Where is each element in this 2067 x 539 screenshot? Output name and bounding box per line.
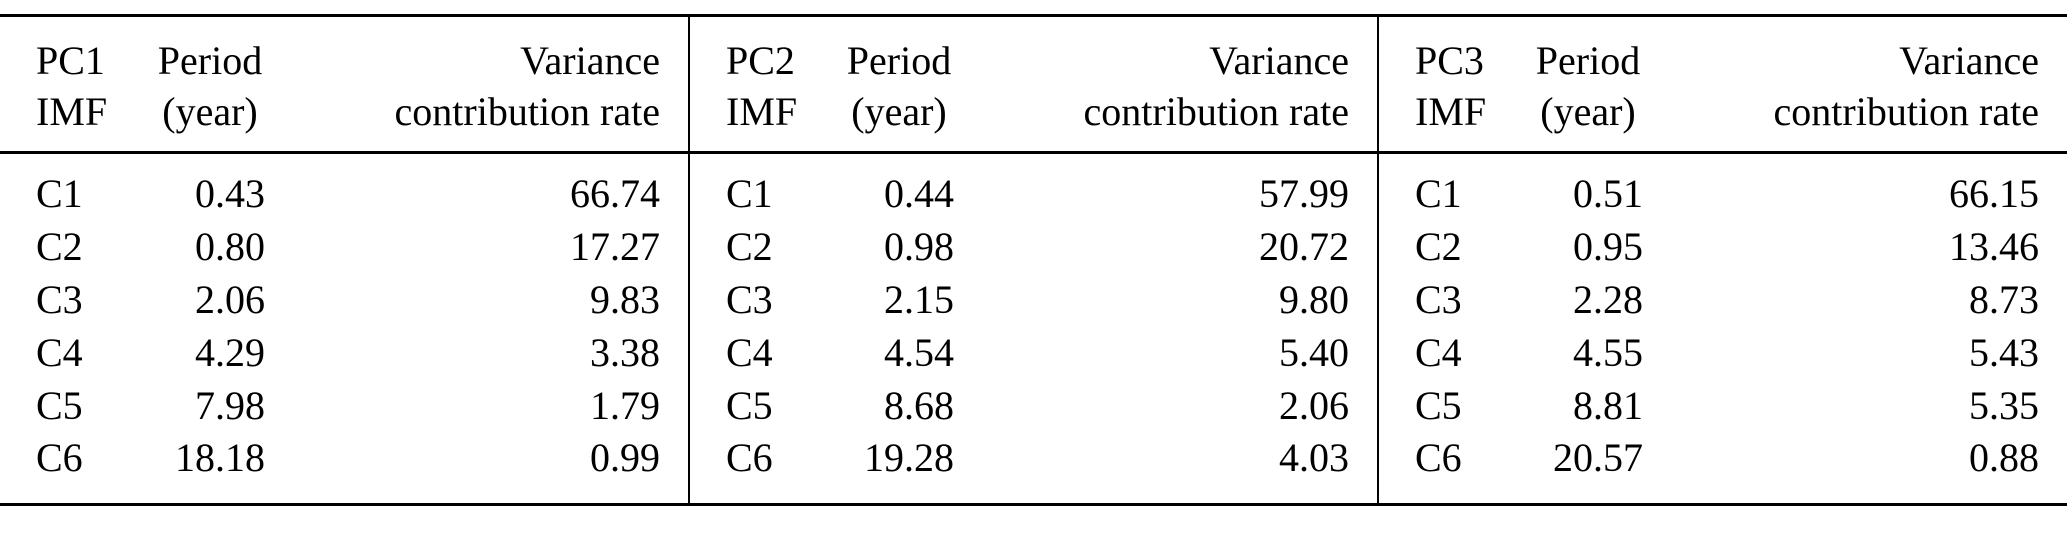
header-line: (year) <box>851 89 947 135</box>
cell-pc3-variance: 5.43 <box>1969 329 2039 375</box>
header-line: PC3 <box>1415 38 1484 83</box>
cell-pc2-period: 19.28 <box>864 435 954 481</box>
header-line: contribution rate <box>1773 89 2039 135</box>
cell-pc3-variance: 8.73 <box>1969 276 2039 322</box>
cell-pc2-variance: 5.40 <box>984 326 1379 380</box>
cell-pc1-variance: 3.38 <box>295 326 690 380</box>
header-line: PC1 <box>36 38 105 83</box>
table-row: C2 0.80 17.27 C2 0.98 20.72 C2 0.95 13.4… <box>0 221 2067 274</box>
cell-pc3-period: 8.81 <box>1573 382 1643 428</box>
header-row: PC1 IMF Period (year) Variance contribut… <box>0 15 2067 155</box>
cell-pc1-imf: C4 <box>36 329 83 375</box>
header-line: Variance <box>1209 38 1349 83</box>
header-line: Variance <box>520 38 660 83</box>
cell-pc2-period: 2.15 <box>884 276 954 322</box>
header-line: contribution rate <box>394 89 660 135</box>
header-pc2-imf: PC2 IMF <box>689 15 814 155</box>
cell-pc2-imf: C5 <box>726 382 773 428</box>
cell-pc2-variance: 4.03 <box>984 432 1379 505</box>
cell-pc1-variance: 0.99 <box>295 432 690 505</box>
cell-pc3-period: 4.55 <box>1573 329 1643 375</box>
table-row: C5 7.98 1.79 C5 8.68 2.06 C5 8.81 5.35 <box>0 379 2067 433</box>
header-pc1-period: Period (year) <box>125 15 295 155</box>
header-line: (year) <box>162 89 258 135</box>
cell-pc3-variance: 0.88 <box>1969 435 2039 481</box>
cell-pc1-period: 18.18 <box>175 435 265 481</box>
cell-pc2-variance: 57.99 <box>984 152 1379 222</box>
cell-pc1-imf: C3 <box>36 276 83 322</box>
cell-pc1-period: 4.29 <box>195 329 265 375</box>
cell-pc1-variance: 17.27 <box>295 221 690 274</box>
cell-pc1-imf: C1 <box>36 171 83 217</box>
table-row: C1 0.43 66.74 C1 0.44 57.99 C1 0.51 66.1… <box>0 152 2067 222</box>
cell-pc1-imf: C5 <box>36 382 83 428</box>
cell-pc3-variance: 5.35 <box>1969 382 2039 428</box>
cell-pc1-period: 0.43 <box>195 171 265 217</box>
cell-pc2-imf: C4 <box>726 329 773 375</box>
header-line: IMF <box>36 89 108 135</box>
cell-pc1-variance: 1.79 <box>295 379 690 433</box>
cell-pc3-imf: C4 <box>1415 329 1462 375</box>
cell-pc3-period: 20.57 <box>1553 435 1643 481</box>
cell-pc2-variance: 20.72 <box>984 221 1379 274</box>
header-pc3-period: Period (year) <box>1503 15 1673 155</box>
cell-pc1-variance: 66.74 <box>295 152 690 222</box>
header-line: Period <box>1535 38 1641 83</box>
cell-pc2-period: 0.44 <box>884 171 954 217</box>
header-line: (year) <box>1540 89 1636 135</box>
table-row: C3 2.06 9.83 C3 2.15 9.80 C3 2.28 8.73 <box>0 273 2067 327</box>
table-row: C6 18.18 0.99 C6 19.28 4.03 C6 20.57 0.8… <box>0 432 2067 505</box>
cell-pc3-period: 2.28 <box>1573 276 1643 322</box>
header-pc2-period: Period (year) <box>814 15 984 155</box>
cell-pc3-imf: C1 <box>1415 171 1462 217</box>
header-line: IMF <box>1415 89 1487 135</box>
header-pc3-variance: Variance contribution rate <box>1673 15 2067 155</box>
cell-pc2-period: 0.98 <box>884 224 954 270</box>
header-pc3-imf: PC3 IMF <box>1378 15 1503 155</box>
header-line: Period <box>846 38 952 83</box>
cell-pc3-imf: C3 <box>1415 276 1462 322</box>
header-pc1-imf: PC1 IMF <box>0 15 125 155</box>
header-line: IMF <box>726 89 798 135</box>
cell-pc1-period: 7.98 <box>195 382 265 428</box>
cell-pc3-imf: C2 <box>1415 224 1462 270</box>
cell-pc2-period: 8.68 <box>884 382 954 428</box>
table-row: C4 4.29 3.38 C4 4.54 5.40 C4 4.55 5.43 <box>0 326 2067 380</box>
cell-pc3-period: 0.95 <box>1573 224 1643 270</box>
imf-variance-table: PC1 IMF Period (year) Variance contribut… <box>0 14 2067 507</box>
cell-pc2-imf: C3 <box>726 276 773 322</box>
header-pc2-variance: Variance contribution rate <box>984 15 1379 155</box>
cell-pc3-variance: 66.15 <box>1949 171 2039 217</box>
cell-pc1-period: 0.80 <box>195 224 265 270</box>
cell-pc2-imf: C1 <box>726 171 773 217</box>
header-line: Variance <box>1899 38 2039 83</box>
cell-pc2-imf: C2 <box>726 224 773 270</box>
cell-pc2-period: 4.54 <box>884 329 954 375</box>
cell-pc2-variance: 9.80 <box>984 273 1379 327</box>
cell-pc3-imf: C5 <box>1415 382 1462 428</box>
cell-pc1-variance: 9.83 <box>295 273 690 327</box>
header-line: Period <box>157 38 263 83</box>
cell-pc3-period: 0.51 <box>1573 171 1643 217</box>
cell-pc3-variance: 13.46 <box>1949 224 2039 270</box>
cell-pc2-imf: C6 <box>726 435 773 481</box>
header-pc1-variance: Variance contribution rate <box>295 15 690 155</box>
cell-pc1-imf: C6 <box>36 435 83 481</box>
cell-pc2-variance: 2.06 <box>984 379 1379 433</box>
header-line: PC2 <box>726 38 795 83</box>
cell-pc3-imf: C6 <box>1415 435 1462 481</box>
cell-pc1-imf: C2 <box>36 224 83 270</box>
header-line: contribution rate <box>1083 89 1349 135</box>
cell-pc1-period: 2.06 <box>195 276 265 322</box>
